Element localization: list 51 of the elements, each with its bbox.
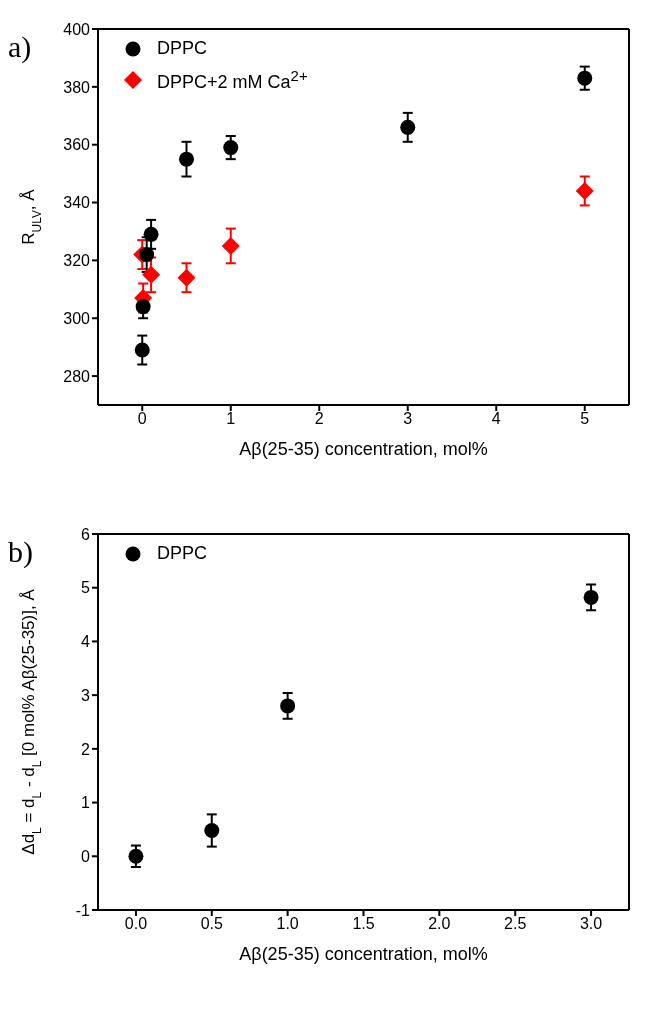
point: [135, 299, 151, 315]
x-axis-title: Aβ(25-35) concentration, mol%: [239, 439, 488, 459]
x-tick-label: 4: [491, 410, 501, 428]
y-tick-label: 6: [81, 525, 91, 543]
x-tick-label: 2.0: [428, 915, 451, 933]
y-tick-label: 400: [63, 20, 91, 38]
x-tick-label: 2.5: [504, 915, 527, 933]
x-tick-label: 1.5: [352, 915, 375, 933]
y-tick-label: 320: [63, 252, 91, 270]
x-tick-label: 0: [137, 410, 147, 428]
y-tick-label: 2: [81, 740, 91, 758]
y-tick-label: 380: [63, 78, 91, 96]
point: [400, 119, 416, 135]
point: [583, 589, 599, 605]
point: [142, 265, 161, 284]
x-tick-label: 3.0: [579, 915, 603, 933]
legend-label: DPPC+2 mM Ca$^{2+}$: [157, 67, 308, 93]
x-tick-label: 2: [314, 410, 324, 428]
y-tick-label: 4: [81, 633, 91, 651]
point: [134, 342, 150, 358]
point: [575, 181, 594, 200]
point: [223, 140, 239, 156]
point: [139, 247, 155, 263]
point: [128, 848, 144, 864]
point: [204, 823, 220, 838]
x-tick-label: 0.0: [124, 915, 148, 933]
x-tick-label: 5: [580, 410, 590, 428]
y-tick-label: 280: [63, 367, 91, 385]
y-tick-label: 1: [81, 794, 91, 812]
point: [177, 268, 196, 287]
x-tick-label: 1: [226, 410, 236, 428]
x-axis-title: Aβ(25-35) concentration, mol%: [239, 944, 488, 964]
y-tick-label: 360: [63, 136, 91, 154]
y-tick-label: 0: [81, 847, 91, 865]
x-tick-label: 0.5: [200, 915, 223, 933]
y-tick-label: 340: [63, 194, 91, 212]
x-tick-label: 3: [403, 410, 413, 428]
legend-label: DPPC: [157, 543, 208, 564]
text: a): [8, 30, 32, 64]
point: [179, 151, 194, 167]
point: [280, 698, 296, 714]
point: [143, 226, 159, 242]
x-tick-label: 1.0: [276, 915, 299, 933]
y-tick-label: -1: [75, 901, 91, 919]
y-tick-label: 300: [63, 309, 91, 327]
y-tick-label: 3: [81, 686, 91, 704]
legend-label: DPPC: [157, 38, 208, 59]
point: [221, 236, 240, 255]
point: [577, 70, 593, 86]
y-tick-label: 5: [81, 579, 91, 597]
text: b): [8, 535, 33, 569]
